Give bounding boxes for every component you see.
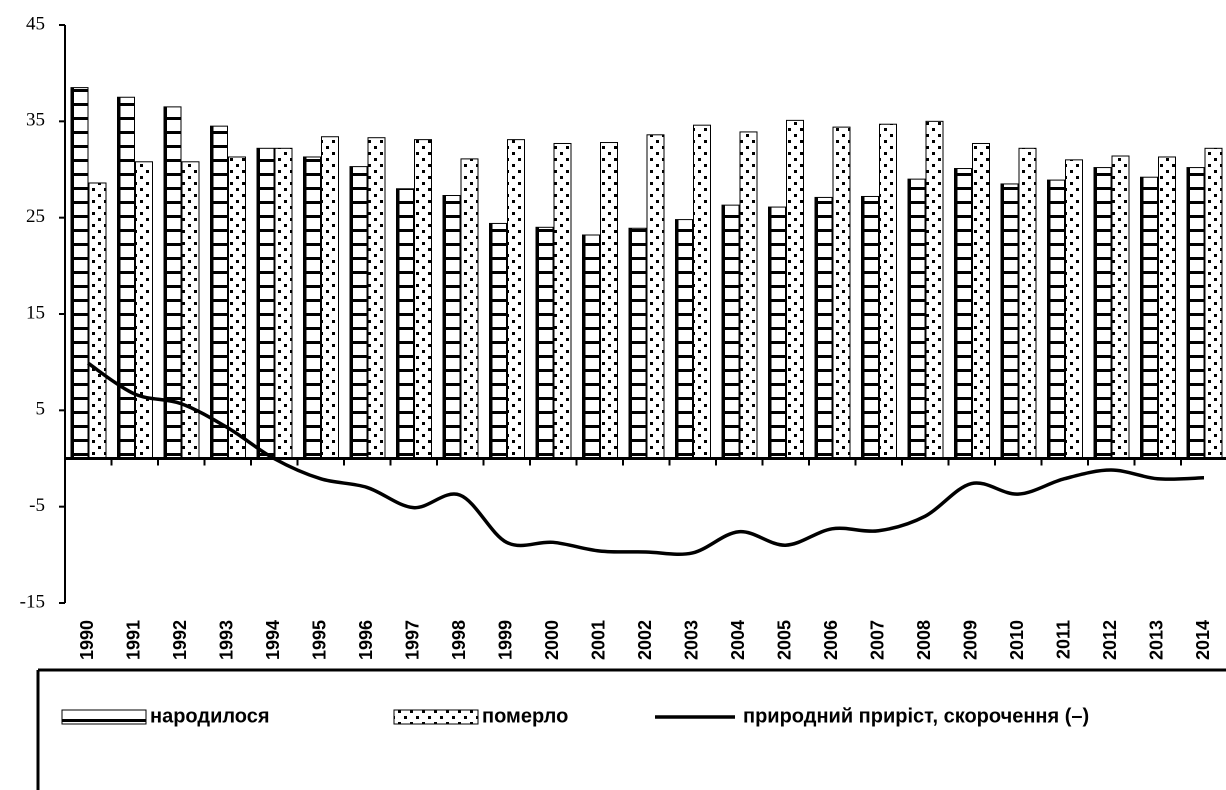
x-tick-label: 1990 — [77, 620, 97, 660]
x-tick-label: 1998 — [449, 620, 469, 660]
legend-swatch — [61, 709, 147, 725]
bar — [274, 147, 293, 459]
bar — [553, 142, 572, 460]
bar — [786, 119, 804, 460]
y-tick-label: -5 — [29, 495, 45, 516]
bar — [321, 136, 339, 459]
bar — [925, 120, 944, 459]
x-tick-label: 1996 — [356, 620, 376, 660]
x-tick-label: 2012 — [1100, 620, 1120, 660]
x-tick-label: 2008 — [914, 620, 934, 660]
x-tick-label: 1994 — [263, 620, 283, 660]
bar — [646, 134, 665, 459]
bar — [600, 142, 618, 459]
bar — [832, 126, 851, 459]
bar — [739, 131, 758, 459]
legend-label: народилося — [150, 705, 270, 727]
y-tick-label: 5 — [36, 399, 46, 420]
bar — [181, 161, 200, 459]
x-tick-label: 2010 — [1007, 620, 1027, 660]
x-tick-label: 1995 — [309, 620, 329, 660]
bar — [507, 139, 525, 460]
y-tick-label: 45 — [26, 13, 45, 34]
bar — [1065, 159, 1083, 459]
x-tick-label: 2000 — [542, 620, 562, 660]
line-series — [87, 361, 1205, 556]
bar — [1111, 155, 1130, 459]
bar — [1018, 147, 1037, 459]
x-tick-label: 2001 — [588, 620, 608, 660]
x-tick-label: 1997 — [402, 620, 422, 660]
x-tick-label: 2007 — [867, 620, 887, 660]
bar — [693, 124, 711, 459]
x-tick-label: 2004 — [728, 620, 748, 660]
legend-label: природний приріст, скорочення (–) — [743, 705, 1089, 727]
y-tick-label: 15 — [26, 302, 45, 323]
bar — [88, 182, 107, 459]
bar — [367, 137, 386, 460]
x-tick-label: 2011 — [1053, 620, 1073, 659]
bar — [879, 123, 897, 460]
x-tick-label: 2002 — [635, 620, 655, 660]
y-tick-label: 35 — [26, 110, 45, 131]
bar — [228, 156, 246, 460]
x-tick-label: 2006 — [821, 620, 841, 660]
x-tick-label: 2009 — [960, 620, 980, 660]
bar — [460, 158, 479, 460]
x-tick-label: 2005 — [774, 620, 794, 660]
x-tick-label: 1993 — [216, 620, 236, 660]
legend-swatch — [393, 709, 479, 725]
bar — [1158, 156, 1176, 460]
bar — [414, 139, 432, 460]
x-tick-label: 2013 — [1146, 620, 1166, 660]
legend-label: померло — [482, 705, 568, 727]
bar — [972, 142, 990, 460]
x-tick-label: 2014 — [1193, 620, 1213, 660]
x-tick-label: 1991 — [123, 620, 143, 660]
bar — [1204, 147, 1223, 459]
y-tick-label: 25 — [26, 206, 45, 227]
x-tick-label: 1999 — [495, 620, 515, 660]
bar — [135, 161, 153, 459]
x-tick-label: 1992 — [170, 620, 190, 660]
y-tick-label: -15 — [20, 591, 45, 612]
x-tick-label: 2003 — [681, 620, 701, 660]
